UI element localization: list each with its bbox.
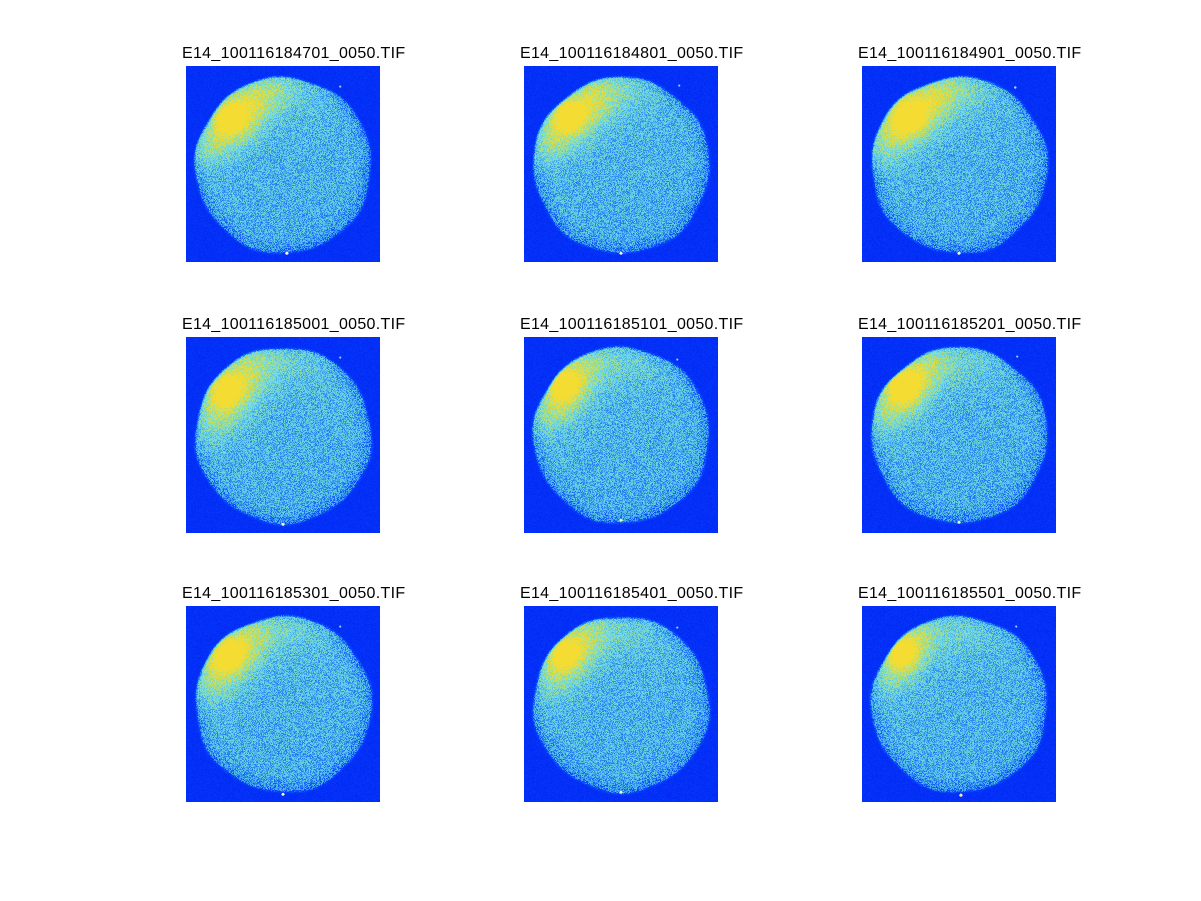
allsky-image-canvas bbox=[186, 337, 380, 533]
subplot-panel: E14_100116185501_0050.TIF bbox=[858, 585, 1081, 802]
allsky-image-canvas bbox=[524, 606, 718, 802]
subplot-panel: E14_100116184801_0050.TIF bbox=[520, 45, 743, 262]
subplot-title: E14_100116185401_0050.TIF bbox=[520, 585, 744, 602]
subplot-panel: E14_100116184701_0050.TIF bbox=[182, 45, 405, 262]
allsky-image-canvas bbox=[524, 66, 718, 262]
allsky-image-canvas bbox=[862, 66, 1056, 262]
subplot-title: E14_100116184801_0050.TIF bbox=[520, 45, 744, 62]
subplot-panel: E14_100116184901_0050.TIF bbox=[858, 45, 1081, 262]
allsky-image-canvas bbox=[186, 606, 380, 802]
subplot-title: E14_100116185301_0050.TIF bbox=[182, 585, 406, 602]
subplot-title: E14_100116184701_0050.TIF bbox=[182, 45, 406, 62]
subplot-panel: E14_100116185401_0050.TIF bbox=[520, 585, 743, 802]
subplot-title: E14_100116185201_0050.TIF bbox=[858, 316, 1082, 333]
allsky-image-canvas bbox=[524, 337, 718, 533]
allsky-image-canvas bbox=[862, 337, 1056, 533]
subplot-panel: E14_100116185001_0050.TIF bbox=[182, 316, 405, 533]
subplot-panel: E14_100116185301_0050.TIF bbox=[182, 585, 405, 802]
subplot-panel: E14_100116185101_0050.TIF bbox=[520, 316, 743, 533]
subplot-panel: E14_100116185201_0050.TIF bbox=[858, 316, 1081, 533]
allsky-image-canvas bbox=[862, 606, 1056, 802]
subplot-title: E14_100116185501_0050.TIF bbox=[858, 585, 1082, 602]
subplot-title: E14_100116185001_0050.TIF bbox=[182, 316, 406, 333]
allsky-image-canvas bbox=[186, 66, 380, 262]
subplot-title: E14_100116184901_0050.TIF bbox=[858, 45, 1082, 62]
subplot-title: E14_100116185101_0050.TIF bbox=[520, 316, 744, 333]
